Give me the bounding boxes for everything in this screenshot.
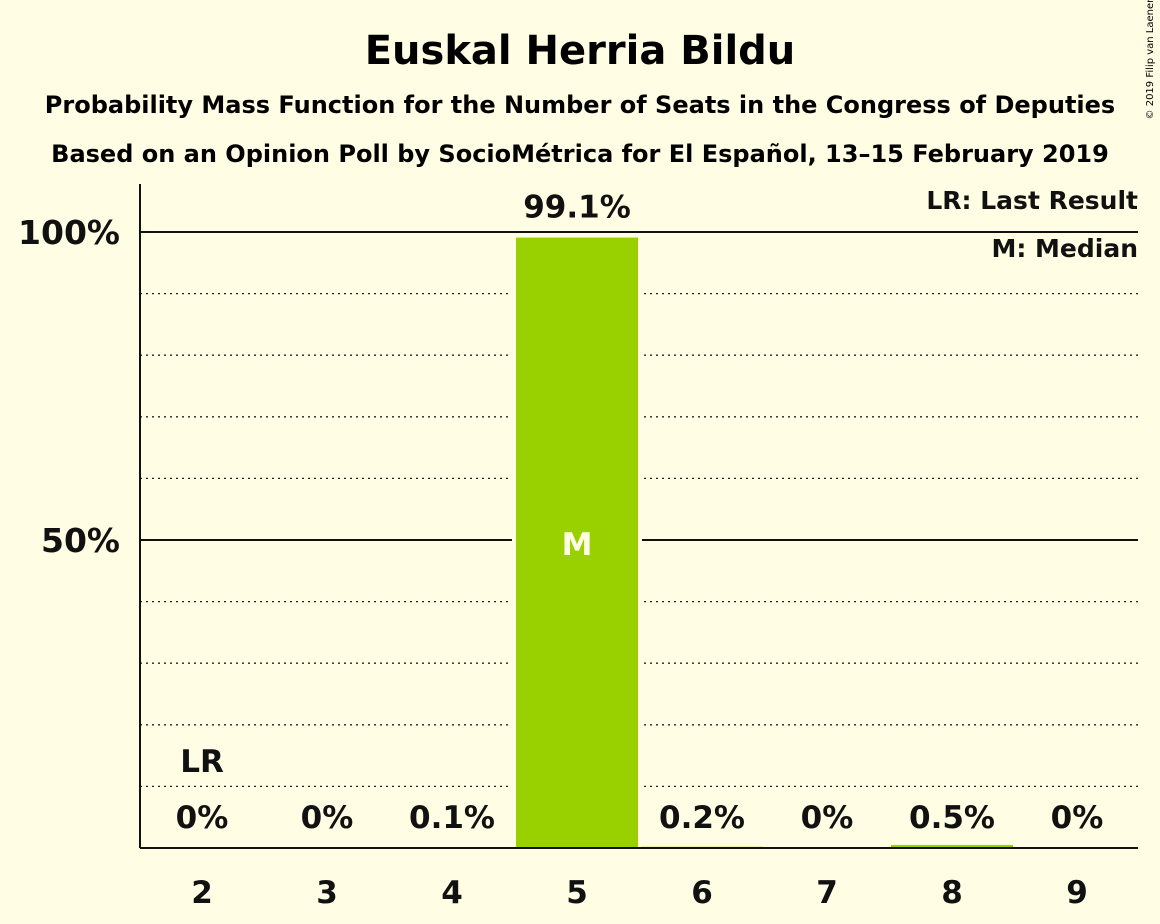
x-tick-label: 8: [941, 875, 963, 911]
x-tick-label: 5: [566, 875, 588, 911]
x-tick-label: 3: [316, 875, 338, 911]
copyright-text: © 2019 Filip van Laenen: [1145, 0, 1156, 119]
bar-value-label: 0.5%: [909, 800, 995, 836]
x-tick-label: 4: [441, 875, 463, 911]
bar-value-label: 0%: [1051, 800, 1104, 836]
axes: 50% 100% 2 3 4 5 6 7 8 9: [18, 184, 1138, 911]
y-tick-label: 100%: [18, 213, 120, 252]
median-marker: M: [562, 527, 593, 563]
legend-entry: LR: Last Result: [926, 186, 1138, 215]
bar-value-label: 99.1%: [523, 190, 631, 226]
x-tick-label: 7: [816, 875, 838, 911]
chart-title: Euskal Herria Bildu: [365, 28, 796, 74]
bar: [516, 237, 638, 848]
legend-entry: M: Median: [991, 234, 1138, 263]
x-tick-label: 2: [191, 875, 213, 911]
bar: [891, 844, 1013, 848]
value-labels: 0% 0% 0.1% 99.1% 0.2% 0% 0.5% 0% M LR: [176, 190, 1104, 836]
chart-subtitle-2: Based on an Opinion Poll by SocioMétrica…: [51, 140, 1109, 168]
chart-subtitle-1: Probability Mass Function for the Number…: [45, 91, 1115, 119]
bar-value-label: 0.2%: [659, 800, 745, 836]
y-tick-label: 50%: [41, 521, 120, 560]
bar-value-label: 0%: [301, 800, 354, 836]
bar-value-label: 0%: [176, 800, 229, 836]
legend: LR: Last Result M: Median: [926, 186, 1138, 263]
bar-value-label: 0.1%: [409, 800, 495, 836]
x-tick-label: 9: [1066, 875, 1088, 911]
last-result-marker: LR: [180, 744, 224, 780]
bars: [391, 237, 1013, 848]
x-tick-label: 6: [691, 875, 713, 911]
bar-value-label: 0%: [801, 800, 854, 836]
